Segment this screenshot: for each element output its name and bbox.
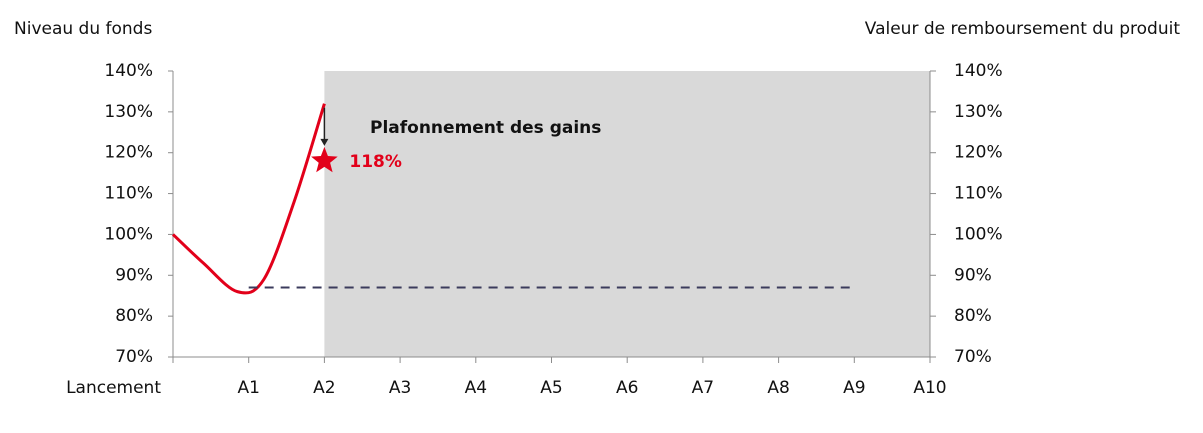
annotation: Plafonnement des gains [370, 118, 601, 138]
x-tick-label: A2 [313, 378, 335, 398]
y2-tick-label: 80% [954, 306, 992, 326]
x-tick-label: A7 [692, 378, 714, 398]
y-tick-label: 80% [115, 306, 153, 326]
y2-tick-label: 110% [954, 184, 1003, 204]
y2-tick-label: 130% [954, 102, 1003, 122]
x-tick-label: A4 [465, 378, 487, 398]
y2-tick-label: 70% [954, 347, 992, 367]
y2-tick-label: 120% [954, 143, 1003, 163]
y-tick-label: 110% [104, 184, 153, 204]
y-tick-label: 90% [115, 265, 153, 285]
x-tick-label: A5 [540, 378, 562, 398]
y-tick-label: 70% [115, 347, 153, 367]
shaded-region [324, 71, 930, 357]
x-tick-label: A10 [913, 378, 946, 398]
y2-tick-label: 100% [954, 224, 1003, 244]
x-tick-label: A1 [237, 378, 259, 398]
y-axis-title: Niveau du fonds [14, 19, 152, 39]
x-tick-label: A9 [843, 378, 865, 398]
arrow-head [320, 138, 329, 146]
x-tick-label: A6 [616, 378, 638, 398]
x-tick-label: A8 [767, 378, 789, 398]
y-tick-label: 140% [104, 61, 153, 81]
y2-tick-label: 140% [954, 61, 1003, 81]
cap-marker [311, 146, 338, 173]
y-tick-label: 120% [104, 143, 153, 163]
fund-line [171, 103, 326, 295]
y-tick-label: 130% [104, 102, 153, 122]
y-tick-label: 100% [104, 224, 153, 244]
y2-tick-label: 90% [954, 265, 992, 285]
cap-label: 118% [349, 152, 402, 172]
x-tick-label: Lancement [66, 378, 161, 398]
x-tick-label: A3 [389, 378, 411, 398]
y2-axis-title: Valeur de remboursement du produit [865, 19, 1181, 39]
